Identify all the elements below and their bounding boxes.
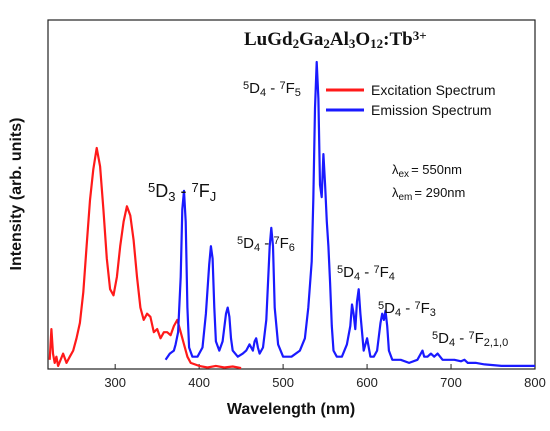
x-axis-ticks: 300 400 500 600 700 800 — [104, 364, 546, 390]
plot-area — [47, 19, 536, 370]
series-group — [48, 60, 535, 370]
annotation-5d4-7f3: 5D4 - 7F3 — [378, 300, 436, 320]
lambda-ex-label: λex = 550nm — [392, 162, 462, 180]
lambda-em-label: λem = 290nm — [392, 185, 465, 203]
legend-label-excitation: Excitation Spectrum — [371, 82, 496, 98]
annotation-5d4-7f5: 5D4 - 7F5 — [243, 80, 301, 100]
annotation-5d3-7fj: 5D3 - 7FJ — [148, 180, 216, 204]
x-tick-label-700: 700 — [440, 375, 462, 390]
x-tick-label-300: 300 — [104, 375, 126, 390]
chart-title: LuGd2Ga2Al3O12:Tb3+ — [244, 28, 427, 51]
x-tick-label-400: 400 — [188, 375, 210, 390]
x-axis-title: Wavelength (nm) — [227, 401, 355, 418]
annotation-5d4-7f210: 5D4 - 7F2,1,0 — [432, 330, 508, 350]
annotation-5d4-7f6: 5D4 - 7F6 — [237, 235, 295, 255]
y-axis-title: Intensity (arb. units) — [8, 118, 25, 271]
x-tick-label-500: 500 — [272, 375, 294, 390]
excitation-series-line — [48, 146, 242, 370]
x-tick-label-800: 800 — [524, 375, 546, 390]
emission-series-line — [164, 60, 535, 367]
x-tick-label-600: 600 — [356, 375, 378, 390]
legend: Excitation Spectrum Emission Spectrum — [326, 82, 496, 118]
legend-label-emission: Emission Spectrum — [371, 102, 492, 118]
annotation-5d4-7f4: 5D4 - 7F4 — [337, 264, 395, 284]
